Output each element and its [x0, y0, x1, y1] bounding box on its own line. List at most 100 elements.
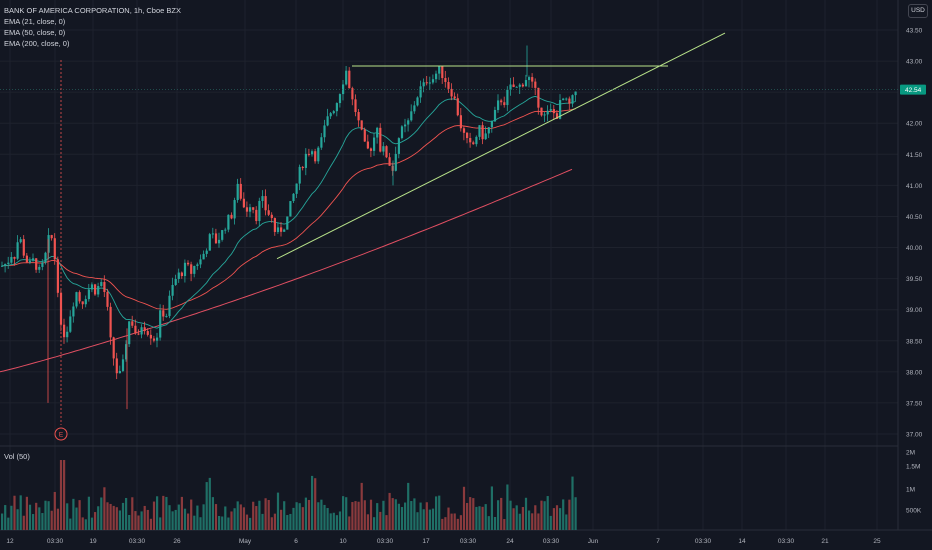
volume-bar: [574, 497, 577, 530]
volume-bar: [531, 513, 534, 530]
volume-bar: [413, 498, 416, 530]
candle-body: [19, 239, 22, 243]
currency-badge[interactable]: USD: [908, 4, 928, 18]
volume-bar: [338, 511, 342, 530]
volume-bar: [332, 512, 335, 530]
volume-bar: [335, 515, 338, 530]
symbol-title[interactable]: BANK OF AMERICA CORPORATION, 1h, Cboe BZ…: [4, 6, 181, 15]
legend-ema-200[interactable]: EMA (200, close, 0): [4, 39, 70, 48]
candle-body: [379, 127, 382, 152]
volume-bar: [497, 500, 500, 530]
volume-bar: [311, 475, 314, 530]
volume-bar: [196, 505, 199, 530]
candle-body: [562, 98, 565, 101]
volume-bar: [475, 506, 478, 530]
volume-legend[interactable]: Vol (50): [4, 452, 30, 461]
candle-body: [84, 299, 87, 305]
candle-body: [456, 98, 459, 116]
volume-bar: [459, 515, 462, 530]
candle-body: [168, 295, 171, 317]
volume-bar: [410, 501, 413, 530]
candle-body: [276, 227, 280, 232]
volume-bar: [385, 515, 388, 530]
volume-bar: [552, 508, 555, 530]
candle-body: [478, 125, 481, 137]
legend-ema-50[interactable]: EMA (50, close, 0): [4, 28, 66, 37]
candle-body: [125, 344, 128, 360]
volume-bar: [515, 505, 518, 530]
candle-body: [75, 292, 78, 307]
candle-body: [338, 94, 342, 104]
candle-body: [484, 133, 487, 140]
volume-bar: [221, 516, 224, 530]
candle-body: [221, 230, 224, 240]
candle-body: [118, 370, 121, 374]
volume-bar: [131, 497, 134, 530]
time-tick-label: Jun: [588, 538, 599, 545]
candle-body: [397, 138, 400, 154]
volume-bar: [25, 496, 28, 530]
volume-bar: [466, 502, 469, 530]
volume-bar: [28, 504, 32, 530]
volume-bar: [10, 505, 13, 530]
volume-bar: [528, 510, 531, 530]
volume-bar: [180, 496, 183, 530]
volume-tick-label: 2M: [906, 450, 915, 457]
candle-body: [165, 316, 168, 318]
volume-bar: [506, 484, 509, 530]
candle-body: [190, 264, 193, 274]
volume-bar: [134, 511, 137, 530]
candle-body: [1, 265, 4, 267]
volume-bar: [540, 500, 543, 530]
candle-body: [549, 109, 552, 111]
legend-ema-21[interactable]: EMA (21, close, 0): [4, 17, 66, 26]
candle-body: [242, 198, 245, 208]
candle-body: [252, 207, 255, 210]
volume-bar: [360, 482, 363, 530]
candle-body: [112, 337, 115, 359]
volume-bar: [146, 509, 149, 530]
candle-body: [552, 109, 555, 114]
candle-body: [444, 78, 447, 82]
candle-body: [345, 70, 348, 85]
candle-body: [134, 325, 137, 334]
candle-body: [323, 125, 326, 138]
candle-body: [565, 98, 568, 100]
time-tick-label: 03:30: [778, 538, 795, 545]
candle-body: [22, 239, 25, 256]
trendlines: [0, 32, 898, 260]
volume-bar: [143, 505, 146, 530]
volume-bar: [128, 514, 131, 530]
candle-body: [531, 77, 534, 82]
volume-bar: [304, 497, 307, 530]
volume-bar: [224, 506, 227, 530]
candle-body: [540, 107, 543, 116]
time-axis[interactable]: 12 03:30 19 03:30 26 May 6 10 03:30 17 03:30 24 03:3…: [6, 538, 881, 545]
volume-tick-label: 1.5M: [906, 464, 920, 471]
candle-body: [208, 234, 211, 251]
candle-body: [373, 137, 376, 151]
volume-bar: [425, 502, 428, 530]
candle-body: [503, 102, 506, 106]
volume-bar: [286, 515, 289, 530]
candle-body: [131, 321, 134, 326]
candle-body: [239, 183, 242, 199]
price-axis[interactable]: 43.5043.0042.5042.0041.5041.0040.5040.00…: [900, 28, 926, 515]
candle-body: [50, 235, 53, 239]
candle-body: [174, 278, 177, 285]
volume-bar: [493, 516, 497, 530]
price-tick-label: 38.50: [906, 338, 923, 345]
volume-bar: [75, 507, 78, 530]
candle-body: [493, 109, 497, 122]
volume-bar: [351, 502, 354, 530]
volume-bar: [118, 510, 121, 530]
volume-bar: [453, 513, 456, 530]
candle-body: [218, 239, 221, 244]
volume-bar: [84, 519, 87, 530]
volume-bar: [363, 500, 366, 530]
candle-body: [214, 233, 218, 244]
volume-bars: [1, 460, 577, 530]
indicator-legend: BANK OF AMERICA CORPORATION, 1h, Cboe BZ…: [4, 5, 181, 49]
candle-body: [205, 250, 208, 254]
